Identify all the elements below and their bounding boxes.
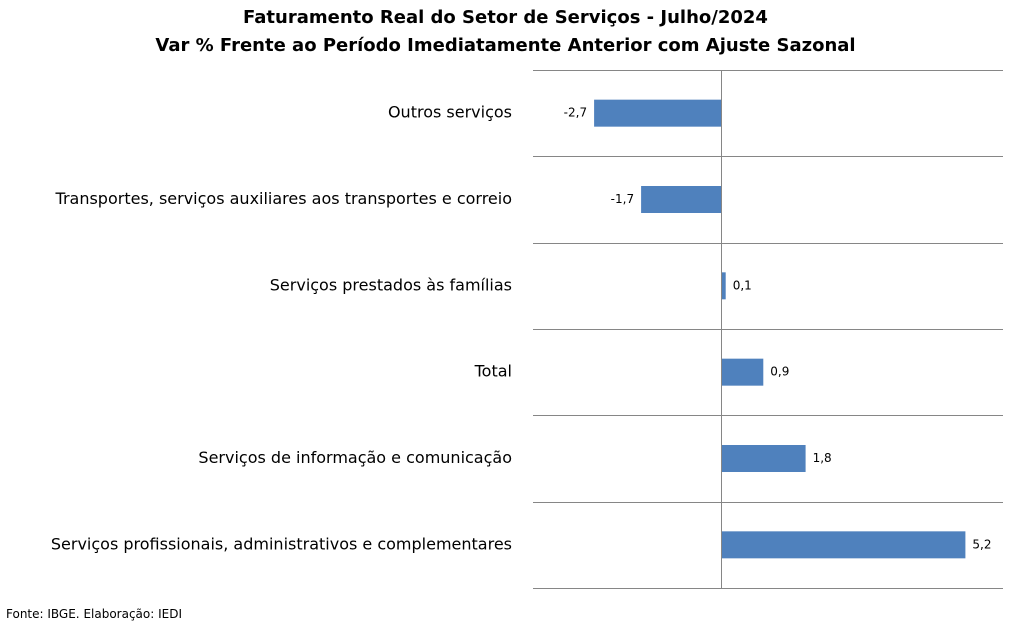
bar [721, 445, 806, 472]
category-label: Total [474, 362, 512, 381]
bar [641, 186, 721, 213]
data-label: 0,9 [770, 365, 789, 379]
category-label: Serviços profissionais, administrativos … [51, 534, 512, 553]
category-label: Serviços prestados às famílias [270, 275, 512, 294]
data-label: 5,2 [972, 537, 991, 551]
data-label: -2,7 [564, 106, 587, 120]
chart-subtitle: Var % Frente ao Período Imediatamente An… [155, 35, 856, 56]
data-label: -1,7 [611, 192, 634, 206]
category-label: Transportes, serviços auxiliares aos tra… [55, 189, 512, 208]
category-label: Outros serviços [388, 103, 512, 122]
source-note: Fonte: IBGE. Elaboração: IEDI [6, 607, 183, 621]
bar [594, 99, 721, 127]
category-label: Serviços de informação e comunicação [198, 448, 512, 467]
data-label: 1,8 [813, 451, 832, 465]
bar [721, 272, 726, 300]
bar [721, 531, 966, 559]
chart-title: Faturamento Real do Setor de Serviços - … [243, 7, 768, 28]
data-label: 0,1 [733, 278, 752, 292]
bar [721, 358, 764, 386]
